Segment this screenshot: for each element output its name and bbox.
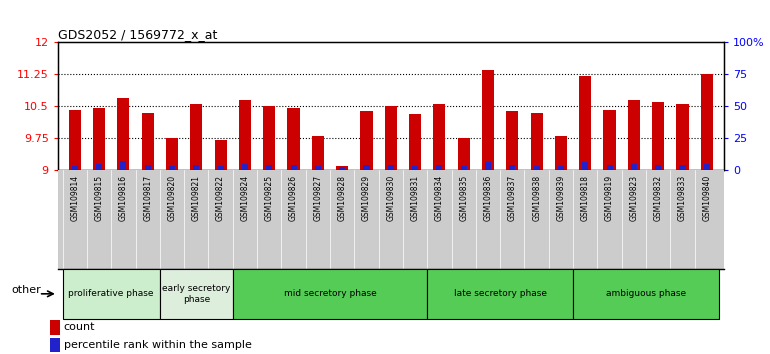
Text: GSM109819: GSM109819 — [605, 175, 614, 221]
Text: GSM109829: GSM109829 — [362, 175, 371, 221]
Bar — [582, 162, 588, 170]
Text: GSM109834: GSM109834 — [435, 175, 444, 221]
Bar — [385, 106, 397, 170]
Bar — [169, 166, 175, 170]
Bar — [336, 166, 348, 170]
Text: other: other — [12, 285, 42, 295]
Bar — [604, 110, 616, 170]
Bar — [434, 104, 446, 170]
Text: late secretory phase: late secretory phase — [454, 289, 547, 298]
Bar — [160, 269, 233, 319]
Text: GSM109816: GSM109816 — [119, 175, 128, 221]
Bar — [190, 104, 203, 170]
Text: GSM109839: GSM109839 — [557, 175, 565, 221]
Text: GSM109827: GSM109827 — [313, 175, 323, 221]
Bar — [215, 140, 226, 170]
Text: GSM109835: GSM109835 — [459, 175, 468, 221]
Bar — [315, 166, 321, 170]
Bar — [50, 338, 60, 352]
Bar — [558, 166, 564, 170]
Bar — [239, 100, 251, 170]
Text: GSM109828: GSM109828 — [338, 175, 346, 221]
Bar — [555, 136, 567, 170]
Text: ambiguous phase: ambiguous phase — [606, 289, 686, 298]
Text: GSM109814: GSM109814 — [70, 175, 79, 221]
Bar — [117, 98, 129, 170]
Text: GSM109840: GSM109840 — [702, 175, 711, 221]
Bar — [437, 165, 443, 170]
Text: GSM109818: GSM109818 — [581, 175, 590, 221]
Bar — [120, 161, 126, 170]
Bar — [628, 100, 640, 170]
Bar — [409, 114, 421, 170]
Bar — [631, 164, 637, 170]
Bar — [145, 165, 151, 170]
Text: proliferative phase: proliferative phase — [69, 289, 154, 298]
Text: GSM109820: GSM109820 — [168, 175, 176, 221]
Bar — [655, 165, 661, 170]
Text: percentile rank within the sample: percentile rank within the sample — [63, 340, 251, 350]
Text: GSM109822: GSM109822 — [216, 175, 225, 221]
Bar — [363, 165, 370, 170]
Bar — [218, 166, 223, 170]
Bar — [287, 108, 300, 170]
Bar — [676, 104, 688, 170]
Text: GSM109815: GSM109815 — [95, 175, 104, 221]
Bar — [360, 111, 373, 170]
Text: GSM109824: GSM109824 — [240, 175, 249, 221]
Bar — [96, 164, 102, 170]
Bar — [534, 166, 540, 170]
Text: GSM109825: GSM109825 — [265, 175, 273, 221]
Text: GSM109833: GSM109833 — [678, 175, 687, 221]
Bar — [166, 138, 178, 170]
Bar — [485, 162, 491, 170]
Text: GSM109823: GSM109823 — [629, 175, 638, 221]
Bar — [93, 108, 105, 170]
Bar — [607, 165, 613, 170]
Bar — [290, 165, 296, 170]
Bar — [72, 166, 78, 170]
Bar — [388, 165, 393, 170]
Text: GSM109831: GSM109831 — [410, 175, 420, 221]
Bar — [193, 165, 199, 170]
Bar — [233, 269, 427, 319]
Text: GSM109817: GSM109817 — [143, 175, 152, 221]
Bar — [427, 269, 573, 319]
Text: GDS2052 / 1569772_x_at: GDS2052 / 1569772_x_at — [58, 28, 217, 41]
Text: GSM109837: GSM109837 — [508, 175, 517, 221]
Bar — [579, 76, 591, 170]
Bar — [457, 138, 470, 170]
Text: GSM109832: GSM109832 — [654, 175, 663, 221]
Bar — [50, 320, 60, 335]
Text: GSM109830: GSM109830 — [387, 175, 395, 221]
Bar — [339, 167, 345, 170]
Bar — [142, 113, 154, 170]
Text: GSM109836: GSM109836 — [484, 175, 493, 221]
Text: GSM109838: GSM109838 — [532, 175, 541, 221]
Bar — [482, 70, 494, 170]
Bar — [412, 166, 418, 170]
Bar — [506, 111, 518, 170]
Text: GSM109821: GSM109821 — [192, 175, 201, 221]
Bar — [531, 113, 543, 170]
Text: mid secretory phase: mid secretory phase — [283, 289, 377, 298]
Bar — [704, 164, 710, 170]
Bar — [266, 165, 273, 170]
Text: count: count — [63, 322, 95, 332]
Text: early secretory
phase: early secretory phase — [162, 284, 230, 303]
Bar — [312, 136, 324, 170]
Bar — [69, 110, 81, 170]
Bar — [701, 74, 713, 170]
Text: GSM109826: GSM109826 — [289, 175, 298, 221]
Bar — [652, 102, 665, 170]
Bar — [509, 165, 515, 170]
Bar — [573, 269, 719, 319]
Bar — [62, 269, 160, 319]
Bar — [263, 106, 276, 170]
Bar — [242, 164, 248, 170]
Bar — [679, 165, 685, 170]
Bar — [460, 166, 467, 170]
